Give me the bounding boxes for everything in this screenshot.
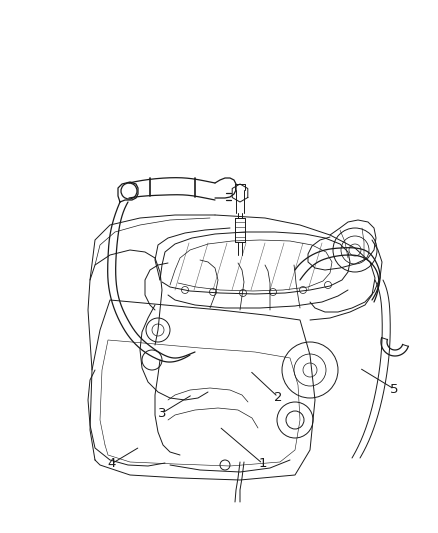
Text: 2: 2 — [274, 391, 283, 403]
Text: 5: 5 — [390, 383, 399, 395]
Text: 3: 3 — [158, 407, 166, 419]
Text: 4: 4 — [107, 457, 116, 470]
Text: 1: 1 — [258, 457, 267, 470]
